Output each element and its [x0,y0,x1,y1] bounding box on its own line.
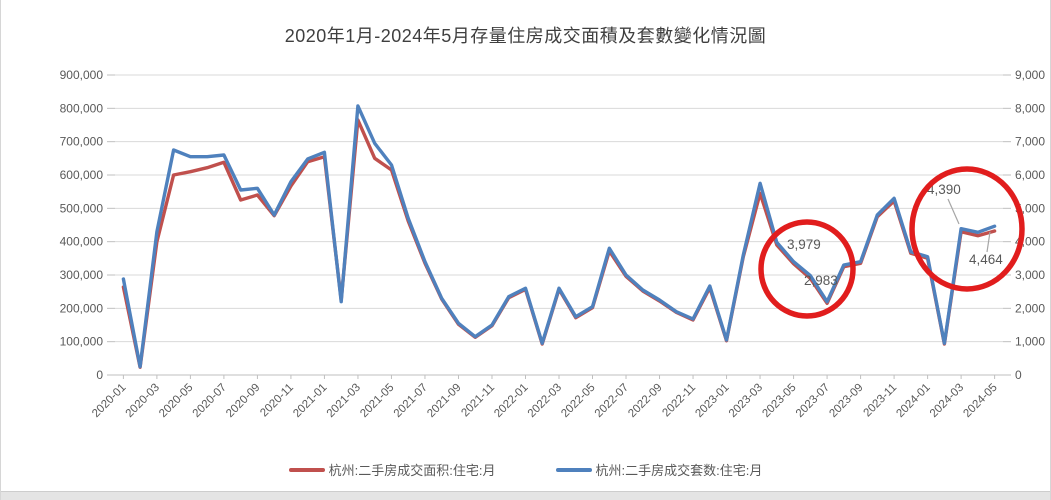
y-axis-left-label: 100,000 [60,335,104,349]
legend-swatch-units-line [555,467,592,472]
highlight-circle [758,219,856,319]
leader-line [986,231,991,253]
x-axis-label: 2023-03 [727,382,765,420]
y-axis-right-label: 1,000 [1015,335,1045,349]
x-axis-label: 2020-07 [191,382,229,420]
x-axis-label: 2021-05 [358,382,396,420]
x-axis-label: 2023-11 [861,382,899,420]
x-axis-label: 2021-09 [425,382,463,420]
data-label: 4,464 [969,252,1003,267]
legend-label-units: 杭州:二手房成交套数:住宅:月 [595,463,763,478]
y-axis-right-label: 3,000 [1015,268,1045,282]
x-axis-label: 2020-03 [124,382,162,420]
y-axis-right-label: 8,000 [1015,101,1045,115]
y-axis-left-label: 400,000 [60,235,104,249]
chart-title: 2020年1月-2024年5月存量住房成交面積及套數變化情況圖 [284,26,767,46]
y-axis-right-label: 0 [1015,368,1022,382]
x-axis-label: 2020-01 [90,382,128,420]
annotations: 3,979 2,983 4,390 4,464 [758,166,1025,319]
series-line-area [121,118,997,369]
x-axis-label: 2023-07 [794,382,832,420]
x-axis-label: 2022-09 [626,382,664,420]
x-axis-labels: 2020-012020-032020-052020-072020-092020-… [90,375,1000,420]
x-axis-label: 2024-05 [961,382,999,420]
x-axis-label: 2021-11 [459,382,497,420]
x-axis-label: 2022-05 [559,382,597,420]
legend-item-units: 杭州:二手房成交套数:住宅:月 [555,460,763,479]
y-axis-left-labels: 0 100,000 200,000 300,000 400,000 500,000 600,… [60,68,104,382]
x-axis-label: 2020-05 [157,382,195,420]
data-label: 3,979 [787,237,821,252]
x-axis-label: 2021-01 [291,382,329,420]
x-axis-label: 2024-03 [928,382,966,420]
y-axis-left-label: 700,000 [60,135,104,149]
data-label: 2,983 [804,273,838,288]
legend-item-area: 杭州:二手房成交面积:住宅:月 [288,460,496,479]
y-axis-right-label: 9,000 [1015,68,1045,82]
x-axis-label: 2021-03 [325,382,363,420]
window-bottom-edge [1,491,1050,500]
data-label: 4,390 [927,182,961,197]
x-axis-label: 2020-09 [224,382,262,420]
legend-label-area: 杭州:二手房成交面积:住宅:月 [328,463,496,478]
y-axis-right-label: 2,000 [1015,301,1045,315]
x-axis-label: 2021-07 [392,382,430,420]
x-axis-label: 2023-09 [827,382,865,420]
y-axis-left-label: 300,000 [60,268,104,282]
y-axis-left-label: 600,000 [60,168,104,182]
x-axis-label: 2024-01 [894,382,932,420]
legend-swatch-area-line [288,467,325,472]
x-axis-label: 2020-11 [258,382,296,420]
series-line-units [121,104,997,369]
y-axis-right-labels: 01,0002,0003,0004,0005,0006,0007,0008,00… [1015,68,1045,382]
x-axis-label: 2022-01 [492,382,530,420]
y-axis-right-label: 6,000 [1015,168,1045,182]
x-axis-label: 2023-01 [693,382,731,420]
x-axis-label: 2022-11 [660,382,698,420]
y-axis-left-label: 800,000 [60,101,104,115]
y-axis-left-label: 200,000 [60,301,104,315]
y-axis-left-label: 900,000 [60,68,104,82]
y-axis-right-label: 7,000 [1015,135,1045,149]
gridlines [107,74,1011,376]
y-axis-left-label: 500,000 [60,201,104,215]
highlight-circle [909,166,1025,292]
x-axis-label: 2022-03 [526,382,564,420]
y-axis-left-label: 0 [96,368,103,382]
legend: 杭州:二手房成交面积:住宅:月 杭州:二手房成交套数:住宅:月 [1,460,1050,479]
leader-line [947,198,960,225]
x-axis-label: 2023-05 [760,382,798,420]
x-axis-label: 2022-07 [593,382,631,420]
